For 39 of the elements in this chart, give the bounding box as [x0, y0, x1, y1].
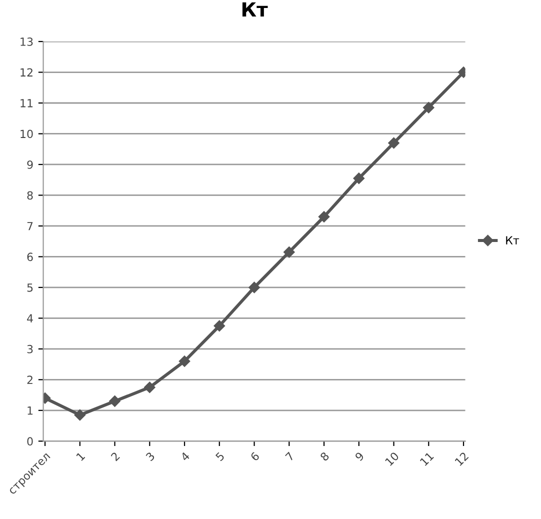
point — [214, 320, 225, 332]
legend-label: Кт — [506, 236, 520, 244]
x-tick-label: 4 — [180, 452, 190, 462]
x-tick-label: 2 — [110, 452, 120, 462]
point — [109, 396, 120, 407]
point — [318, 211, 330, 222]
point — [353, 172, 364, 184]
y-tick-label: 8 — [27, 191, 33, 200]
y-tick-label: 5 — [27, 284, 33, 292]
chart-title: Кт — [242, 2, 268, 17]
y-tick-label: 11 — [20, 99, 33, 108]
y-tick-label: 10 — [20, 130, 33, 138]
point — [284, 246, 295, 258]
x-tick-label: 11 — [420, 452, 434, 466]
x-tick-label: 12 — [454, 452, 469, 466]
y-tick-label: 9 — [27, 160, 33, 169]
y-tick-label: 13 — [20, 37, 33, 46]
y-tick-label: 1 — [28, 406, 33, 415]
x-tick-label: 7 — [285, 452, 294, 462]
x-tick-label: 3 — [145, 452, 156, 462]
x-tick-label: 8 — [320, 452, 330, 462]
point — [388, 137, 400, 149]
y-tick-label: 3 — [27, 344, 33, 354]
point — [248, 282, 260, 294]
y-tick-label: 0 — [27, 437, 33, 446]
x-tick-label: 6 — [250, 452, 260, 462]
y-tick-label: 6 — [27, 252, 33, 262]
point — [144, 382, 156, 393]
y-tick-label: 7 — [27, 222, 33, 230]
point — [74, 409, 86, 421]
point — [423, 102, 434, 114]
y-tick-label: 4 — [27, 314, 33, 322]
point — [178, 356, 190, 367]
y-tick-label: 12 — [20, 68, 32, 76]
x-tick-label: 1 — [76, 452, 86, 461]
x-tick-label: 5 — [215, 452, 225, 462]
y-tick-label: 2 — [27, 376, 32, 384]
x-tick-label: 10 — [384, 452, 400, 466]
x-tick-label: 9 — [354, 452, 364, 462]
